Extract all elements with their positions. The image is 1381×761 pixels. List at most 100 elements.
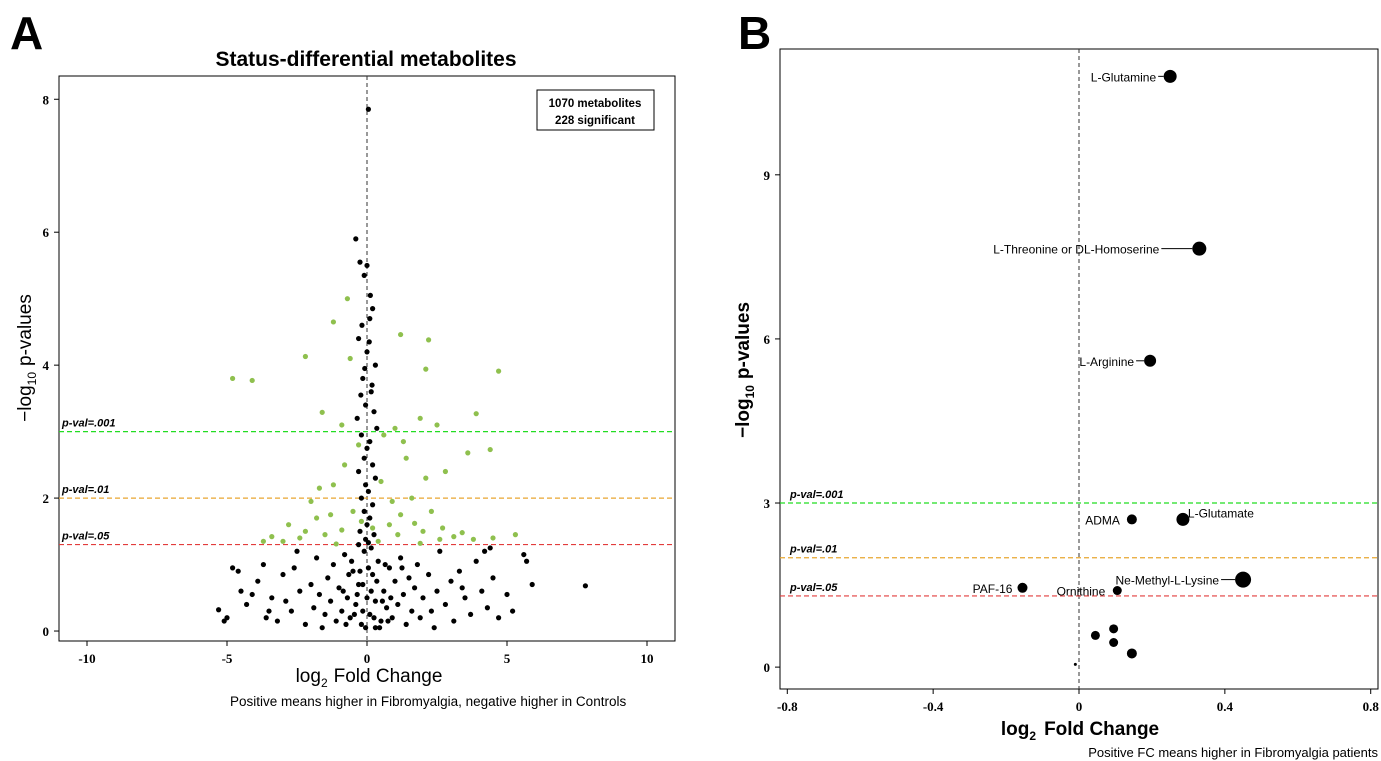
data-point-nonsignificant bbox=[529, 581, 535, 588]
data-point-nonsignificant bbox=[368, 545, 374, 551]
y-label-sub: 10 bbox=[25, 372, 39, 386]
x-tick-label: -0.4 bbox=[923, 699, 944, 714]
data-point-nonsignificant bbox=[412, 585, 418, 591]
data-point-significant bbox=[395, 532, 401, 538]
data-point-nonsignificant bbox=[288, 608, 294, 614]
data-point-nonsignificant bbox=[363, 482, 369, 488]
data-point-significant bbox=[423, 366, 429, 372]
y-label-main: −log bbox=[15, 385, 36, 421]
data-point-nonsignificant bbox=[482, 548, 488, 554]
data-point-nonsignificant bbox=[361, 455, 367, 461]
y-tick-label: 2 bbox=[43, 491, 50, 506]
data-point-nonsignificant bbox=[392, 578, 398, 584]
data-point-significant bbox=[426, 337, 432, 343]
data-point-nonsignificant bbox=[371, 532, 377, 538]
chart-b-x-axis-label: log2 Fold Change bbox=[1001, 719, 1159, 743]
data-point-nonsignificant bbox=[372, 362, 378, 368]
x-label-rest: Fold Change bbox=[334, 666, 443, 687]
data-point-nonsignificant bbox=[426, 571, 432, 578]
data-point bbox=[1112, 586, 1122, 596]
data-point-significant bbox=[319, 409, 325, 415]
data-point-nonsignificant bbox=[365, 540, 371, 546]
data-point bbox=[1109, 624, 1119, 634]
chart-a-title: Status-differential metabolites bbox=[215, 48, 516, 71]
data-point bbox=[1126, 514, 1137, 525]
chart-b-y-axis-label: −log10 p-values bbox=[733, 302, 757, 438]
data-point-nonsignificant bbox=[249, 591, 255, 598]
y-tick-label: 0 bbox=[43, 624, 50, 639]
data-point-nonsignificant bbox=[420, 595, 426, 601]
data-point-nonsignificant bbox=[363, 402, 369, 408]
threshold-label: p-val=.01 bbox=[61, 484, 109, 496]
data-point-significant bbox=[302, 353, 308, 360]
data-point-significant bbox=[269, 534, 275, 540]
data-point-significant bbox=[260, 538, 266, 544]
x-tick-label: -0.8 bbox=[777, 699, 798, 714]
data-point-significant bbox=[378, 478, 384, 485]
data-point-nonsignificant bbox=[255, 578, 261, 584]
data-point-label: L-Glutamate bbox=[1188, 506, 1254, 520]
data-point-nonsignificant bbox=[379, 598, 385, 604]
data-point-nonsignificant bbox=[400, 591, 406, 598]
data-point-significant bbox=[420, 528, 426, 534]
data-point-nonsignificant bbox=[357, 259, 363, 265]
data-point-significant bbox=[490, 535, 496, 541]
data-point-nonsignificant bbox=[339, 608, 345, 614]
data-point-nonsignificant bbox=[350, 568, 356, 574]
data-point-significant bbox=[409, 495, 415, 501]
data-point-significant bbox=[342, 462, 348, 468]
data-point-label: L-Glutamine bbox=[1091, 70, 1157, 84]
data-point-nonsignificant bbox=[406, 575, 412, 581]
data-point-nonsignificant bbox=[346, 571, 352, 578]
data-point-nonsignificant bbox=[263, 615, 269, 621]
data-point-nonsignificant bbox=[370, 462, 376, 468]
data-point-nonsignificant bbox=[316, 591, 322, 598]
data-point-nonsignificant bbox=[370, 502, 376, 508]
data-point-nonsignificant bbox=[280, 571, 286, 578]
data-point-significant bbox=[451, 534, 457, 540]
data-point-nonsignificant bbox=[358, 392, 364, 398]
data-point-nonsignificant bbox=[216, 607, 222, 613]
y-tick-label: 0 bbox=[764, 660, 771, 675]
data-point-nonsignificant bbox=[358, 495, 364, 501]
data-point-nonsignificant bbox=[367, 515, 373, 521]
data-point-nonsignificant bbox=[357, 568, 363, 574]
y-tick-label: 9 bbox=[764, 168, 771, 183]
data-point-nonsignificant bbox=[378, 618, 384, 624]
data-point-nonsignificant bbox=[314, 555, 320, 561]
data-point-nonsignificant bbox=[524, 558, 530, 564]
panel-letter-b: B bbox=[738, 7, 772, 59]
data-point-nonsignificant bbox=[351, 611, 357, 618]
data-point bbox=[1176, 512, 1190, 526]
data-point-nonsignificant bbox=[361, 548, 367, 554]
data-point-nonsignificant bbox=[367, 292, 373, 298]
data-point-significant bbox=[350, 508, 356, 514]
data-point-nonsignificant bbox=[366, 339, 372, 345]
data-point-nonsignificant bbox=[330, 561, 336, 568]
y-tick-label: 8 bbox=[43, 92, 50, 107]
panel-a-chart: Status-differential metabolites p-val=.0… bbox=[15, 48, 676, 690]
y-label-rest: p-values bbox=[15, 294, 36, 366]
data-point-significant bbox=[487, 446, 493, 453]
data-point-significant bbox=[370, 525, 376, 531]
data-point-nonsignificant bbox=[333, 618, 339, 624]
data-point-nonsignificant bbox=[266, 608, 272, 614]
data-point-significant bbox=[308, 498, 314, 505]
x-tick-label: 0.4 bbox=[1217, 699, 1234, 714]
data-point-significant bbox=[280, 538, 286, 544]
data-point-nonsignificant bbox=[364, 349, 370, 355]
data-point-nonsignificant bbox=[274, 618, 280, 624]
data-point bbox=[1017, 582, 1028, 593]
data-point-nonsignificant bbox=[340, 588, 346, 594]
x-label-main: log bbox=[1001, 719, 1030, 740]
data-point-nonsignificant bbox=[428, 608, 434, 614]
data-point-nonsignificant bbox=[297, 588, 303, 594]
data-point-nonsignificant bbox=[367, 611, 373, 618]
data-point-significant bbox=[442, 468, 448, 475]
threshold-label: p-val=.05 bbox=[61, 531, 110, 543]
x-label-main: log bbox=[296, 666, 321, 687]
data-point-nonsignificant bbox=[365, 565, 371, 571]
data-point-significant bbox=[330, 319, 336, 325]
data-point-significant bbox=[428, 508, 434, 514]
y-tick-label: 3 bbox=[764, 496, 771, 511]
